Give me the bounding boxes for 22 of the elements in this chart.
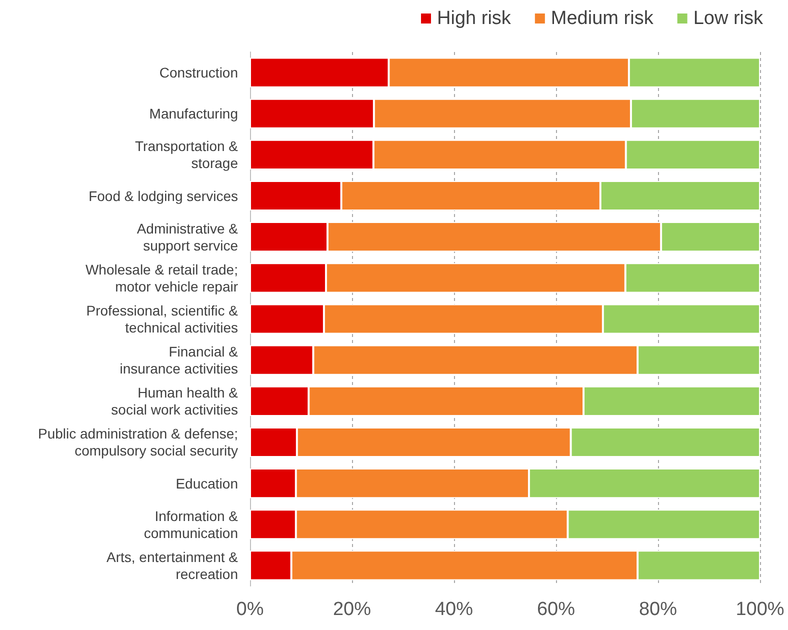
y-tick-label: Manufacturing [149,106,238,122]
y-tick-label: Professional, scientific & technical activities [86,302,239,336]
y-tick-label: Wholesale & retail trade; motor vehicle repair [85,261,238,294]
legend-label: Low risk [693,8,764,29]
x-tick-label: 100% [736,599,784,620]
x-tick-label: 40% [434,599,474,620]
y-tick-label: Administrative & support service [136,220,239,254]
y-tick-label: Information & communication [144,508,239,541]
y-tick-label: Financial & insurance activities [120,344,239,377]
x-tick-label: 80% [638,599,678,620]
y-tick-label: Food & lodging services [88,188,238,204]
x-tick-label: 60% [536,599,576,620]
y-tick-label: Transportation & storage [135,138,239,172]
x-tick-label: 0% [236,599,264,620]
y-tick-label: Education [176,475,238,492]
y-tick-label: Arts, entertainment & recreation [106,548,239,582]
legend-label: High risk [437,8,512,29]
legend-label: Medium risk [550,8,654,29]
y-tick-label: Construction [159,64,238,81]
y-tick-label: Human health & social work activities [111,384,239,418]
x-tick-label: 20% [332,599,372,620]
y-tick-label: Public administration & defense; compulsory social security [38,426,238,459]
